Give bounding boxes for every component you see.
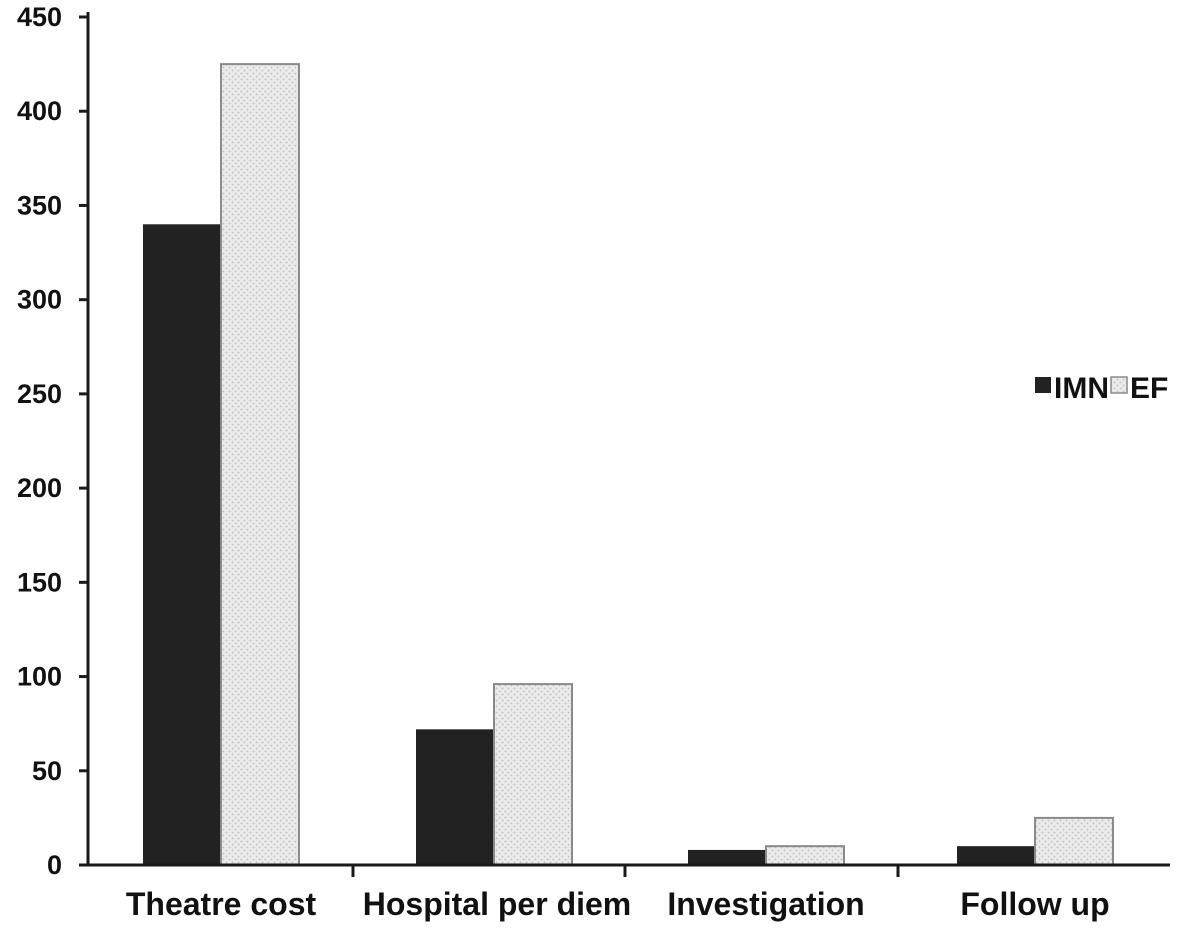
y-axis-ticks: 0 50 100 150 200 250 300 350 400 450 [17, 2, 88, 880]
x-tick-label: Theatre cost [126, 886, 317, 922]
bar-imn-follow-up [957, 846, 1035, 865]
y-tick-label: 50 [32, 756, 62, 786]
bar-imn-investigation [688, 849, 766, 865]
legend: IMN EF [1035, 372, 1168, 405]
y-tick-label: 400 [17, 96, 62, 126]
bar-ef-hospital-per-diem [493, 683, 573, 866]
bar-imn-theatre-cost [143, 224, 221, 866]
y-tick-label: 150 [17, 567, 62, 597]
y-tick-label: 300 [17, 285, 62, 315]
bar-imn-hospital-per-diem [416, 729, 494, 865]
bar-ef-follow-up [1034, 816, 1114, 867]
y-tick-label: 250 [17, 379, 62, 409]
bar-ef-theatre-cost [220, 63, 300, 867]
legend-swatch-ef [1110, 376, 1128, 394]
legend-label-imn: IMN [1054, 372, 1109, 405]
bar-ef-investigation [765, 845, 845, 867]
legend-label-ef: EF [1130, 372, 1168, 405]
legend-swatch-imn [1035, 377, 1051, 393]
y-tick-label: 200 [17, 473, 62, 503]
y-tick-label: 0 [47, 850, 62, 880]
y-tick-label: 100 [17, 662, 62, 692]
y-tick-label: 350 [17, 190, 62, 220]
x-tick-label: Investigation [667, 886, 864, 922]
x-axis-ticks: Theatre cost Hospital per diem Investigati… [126, 865, 1110, 922]
y-tick-label: 450 [17, 2, 62, 32]
x-tick-label: Follow up [960, 886, 1109, 922]
bars-layer [143, 63, 1114, 867]
x-tick-label: Hospital per diem [363, 886, 632, 922]
